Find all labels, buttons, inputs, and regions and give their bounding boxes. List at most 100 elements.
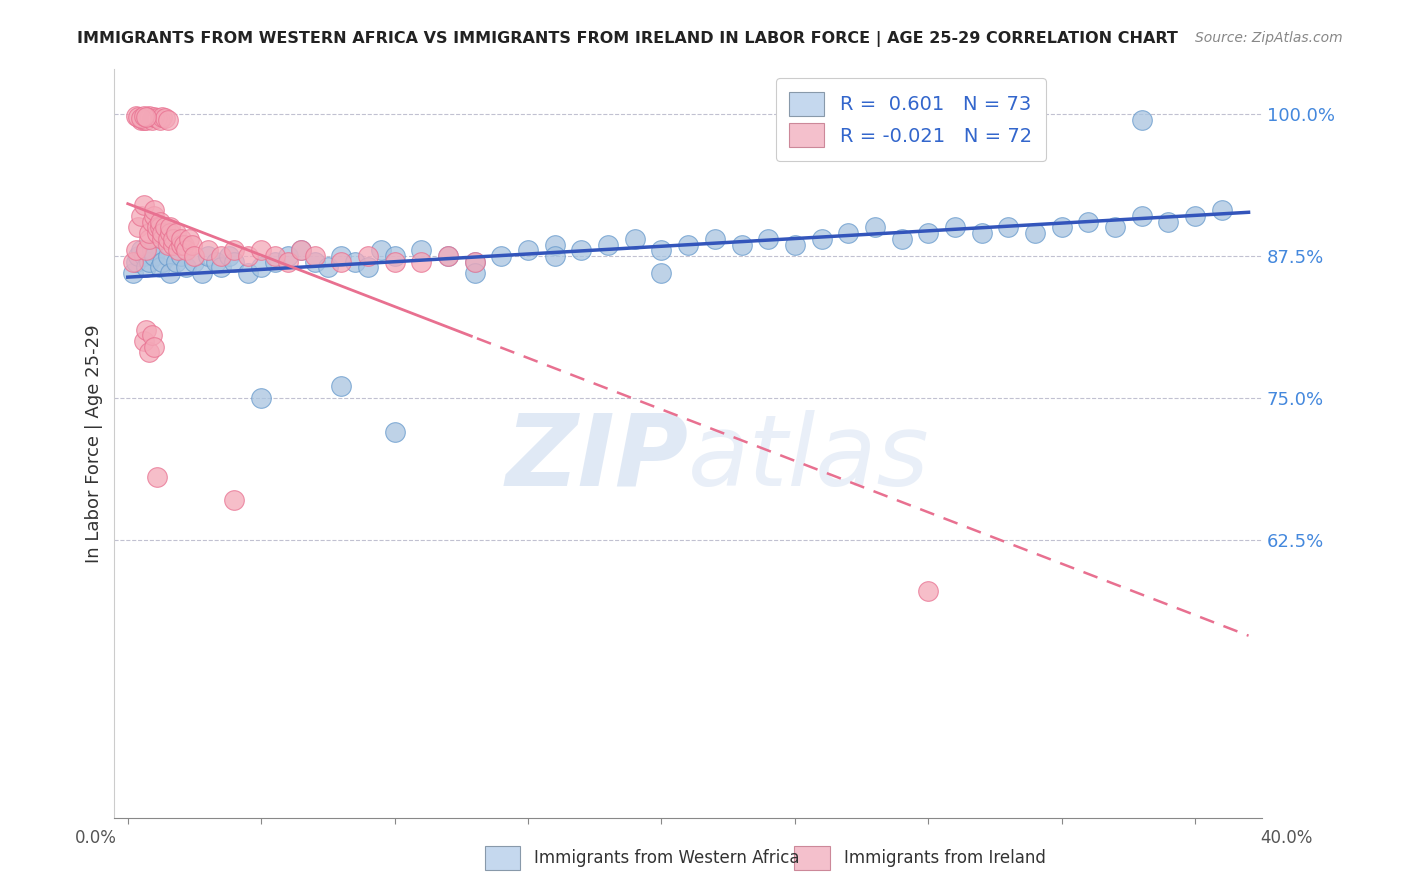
Text: IMMIGRANTS FROM WESTERN AFRICA VS IMMIGRANTS FROM IRELAND IN LABOR FORCE | AGE 2: IMMIGRANTS FROM WESTERN AFRICA VS IMMIGR… [77,31,1178,47]
Legend: R =  0.601   N = 73, R = -0.021   N = 72: R = 0.601 N = 73, R = -0.021 N = 72 [776,78,1046,161]
Point [411,254,433,268]
Point [162,237,184,252]
Point [544,237,567,252]
Point [122,254,145,268]
Point [224,493,246,508]
Point [180,237,202,252]
Point [703,232,725,246]
Point [165,226,187,240]
Point [143,340,166,354]
Point [997,220,1019,235]
Point [127,111,149,125]
Point [357,249,380,263]
Point [236,266,259,280]
Point [316,260,339,275]
Point [176,243,198,257]
Point [650,266,672,280]
Point [863,220,886,235]
Point [263,254,285,268]
Point [890,232,912,246]
Point [149,260,172,275]
Point [1184,209,1206,223]
Point [156,249,179,263]
Point [250,391,273,405]
Point [141,112,163,127]
Point [152,226,174,240]
Point [135,323,157,337]
Point [170,249,193,263]
Point [138,232,160,246]
Point [1077,215,1099,229]
Point [125,109,148,123]
Text: atlas: atlas [688,409,929,507]
Point [224,243,246,257]
Point [135,111,157,125]
Point [129,112,152,126]
Point [650,243,672,257]
Point [138,254,160,268]
Point [943,220,966,235]
Point [598,237,620,252]
Point [170,232,193,246]
Point [197,249,219,263]
Text: ZIP: ZIP [505,409,688,507]
Point [209,249,232,263]
Point [204,254,226,268]
Text: 0.0%: 0.0% [75,829,117,847]
Point [437,249,460,263]
Point [135,243,157,257]
Point [917,583,939,598]
Point [783,237,806,252]
Point [1130,112,1153,127]
Point [464,254,486,268]
Point [1024,226,1046,240]
Point [250,243,273,257]
Point [146,220,169,235]
Point [173,237,195,252]
Point [152,111,174,125]
Point [411,243,433,257]
Point [464,266,486,280]
Point [1130,209,1153,223]
Point [290,243,312,257]
Point [1157,215,1180,229]
Point [191,266,214,280]
Point [127,249,149,263]
Point [153,220,176,235]
Point [464,254,486,268]
Point [153,112,176,126]
Point [730,237,752,252]
Point [129,112,152,127]
Point [132,198,155,212]
Point [141,328,163,343]
Point [357,260,380,275]
Point [135,112,157,127]
Point [149,220,172,235]
Point [277,254,299,268]
Point [756,232,779,246]
Point [141,215,163,229]
Point [159,266,181,280]
Point [132,109,155,123]
Point [138,345,160,359]
Point [138,226,160,240]
Point [437,249,460,263]
Point [143,111,166,125]
Point [343,254,366,268]
Point [1050,220,1073,235]
Point [141,243,163,257]
Point [676,237,699,252]
Point [197,243,219,257]
Y-axis label: In Labor Force | Age 25-29: In Labor Force | Age 25-29 [86,324,103,563]
Text: 40.0%: 40.0% [1260,829,1313,847]
Point [277,249,299,263]
Point [263,249,285,263]
Point [143,203,166,218]
Point [132,249,155,263]
Point [1104,220,1126,235]
Point [156,112,179,127]
Point [167,243,190,257]
Point [250,260,273,275]
Point [125,243,148,257]
Point [132,112,155,127]
